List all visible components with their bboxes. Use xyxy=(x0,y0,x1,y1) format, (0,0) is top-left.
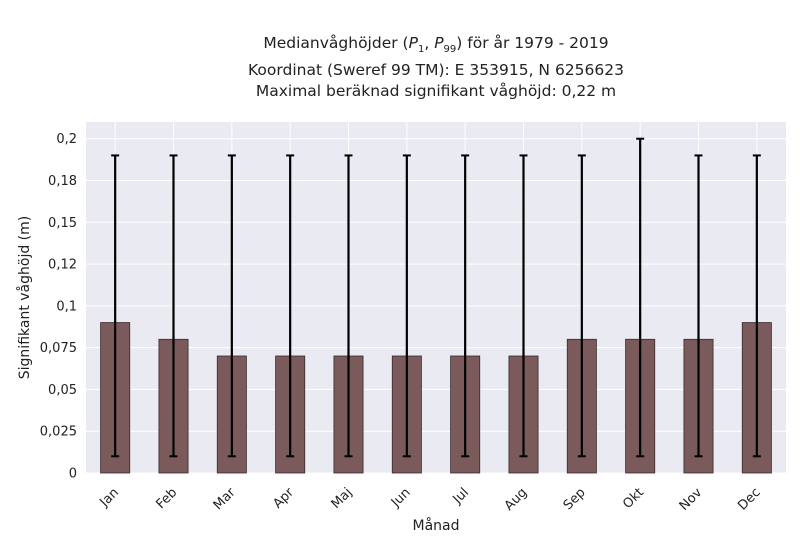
x-tick-label-maj: Maj xyxy=(329,485,356,512)
y-tick-label: 0,18 xyxy=(48,174,77,189)
x-tick-label-jan: Jan xyxy=(97,485,122,510)
x-tick-label-jun: Jun xyxy=(388,485,414,511)
x-tick-label-sep: Sep xyxy=(561,485,589,513)
plot-area xyxy=(86,122,786,473)
x-tick-label-feb: Feb xyxy=(153,485,180,512)
x-tick-label-nov: Nov xyxy=(677,485,706,514)
chart-title: Medianvåghöjder (P1, P99) för år 1979 - … xyxy=(86,33,786,102)
y-tick-label: 0,05 xyxy=(48,383,77,398)
x-tick-label-jul: Jul xyxy=(450,485,472,507)
error-bars xyxy=(111,137,761,458)
y-tick-label: 0 xyxy=(69,467,77,482)
x-axis-label: Månad xyxy=(413,517,460,534)
y-tick-label: 0,15 xyxy=(48,216,77,231)
title-line-3: Maximal beräknad signifikant våghöjd: 0,… xyxy=(255,82,617,101)
y-axis-label: Signifikant våghöjd (m) xyxy=(16,216,33,379)
x-tick-label-mar: Mar xyxy=(211,485,239,513)
y-tick-label: 0,025 xyxy=(40,425,77,440)
x-tick-label-apr: Apr xyxy=(270,485,297,512)
x-tick-label-aug: Aug xyxy=(502,485,531,514)
x-tick-label-dec: Dec xyxy=(735,485,763,513)
x-tick-label-okt: Okt xyxy=(620,485,647,512)
x-tick-labels: Jan Feb Mar Apr Maj Jun Jul Aug Sep Okt Nov Dec xyxy=(97,485,764,514)
title-line-1: Medianvåghöjder (P1, P99) för år 1979 - … xyxy=(263,34,609,56)
y-tick-label: 0,075 xyxy=(40,341,77,356)
y-tick-label: 0,2 xyxy=(56,132,77,147)
y-tick-labels: 0 0,025 0,05 0,075 0,1 0,12 0,15 0,18 0,2 xyxy=(40,132,77,481)
title-line-2: Koordinat (Sweref 99 TM): E 353915, N 62… xyxy=(248,61,624,80)
y-tick-label: 0,12 xyxy=(48,258,77,273)
y-tick-label: 0,1 xyxy=(56,299,77,314)
